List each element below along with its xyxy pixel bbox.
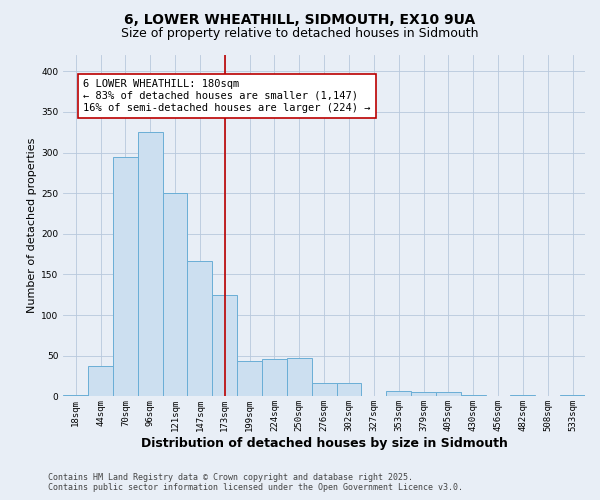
Bar — [63, 395, 88, 396]
Bar — [113, 156, 138, 396]
Bar — [287, 358, 312, 397]
Bar — [511, 395, 535, 396]
Bar — [88, 366, 113, 396]
Text: Contains HM Land Registry data © Crown copyright and database right 2025.
Contai: Contains HM Land Registry data © Crown c… — [48, 473, 463, 492]
X-axis label: Distribution of detached houses by size in Sidmouth: Distribution of detached houses by size … — [141, 437, 508, 450]
Bar — [436, 392, 461, 396]
Bar — [212, 295, 237, 396]
Bar — [187, 260, 212, 396]
Bar — [138, 132, 163, 396]
Bar — [560, 395, 585, 396]
Text: 6 LOWER WHEATHILL: 180sqm
← 83% of detached houses are smaller (1,147)
16% of se: 6 LOWER WHEATHILL: 180sqm ← 83% of detac… — [83, 80, 371, 112]
Bar — [237, 362, 262, 396]
Bar — [163, 193, 187, 396]
Bar — [386, 390, 411, 396]
Text: Size of property relative to detached houses in Sidmouth: Size of property relative to detached ho… — [121, 28, 479, 40]
Bar — [461, 395, 485, 396]
Y-axis label: Number of detached properties: Number of detached properties — [27, 138, 37, 314]
Bar — [411, 392, 436, 396]
Bar — [337, 382, 361, 396]
Bar — [262, 359, 287, 397]
Text: 6, LOWER WHEATHILL, SIDMOUTH, EX10 9UA: 6, LOWER WHEATHILL, SIDMOUTH, EX10 9UA — [124, 12, 476, 26]
Bar — [312, 384, 337, 396]
